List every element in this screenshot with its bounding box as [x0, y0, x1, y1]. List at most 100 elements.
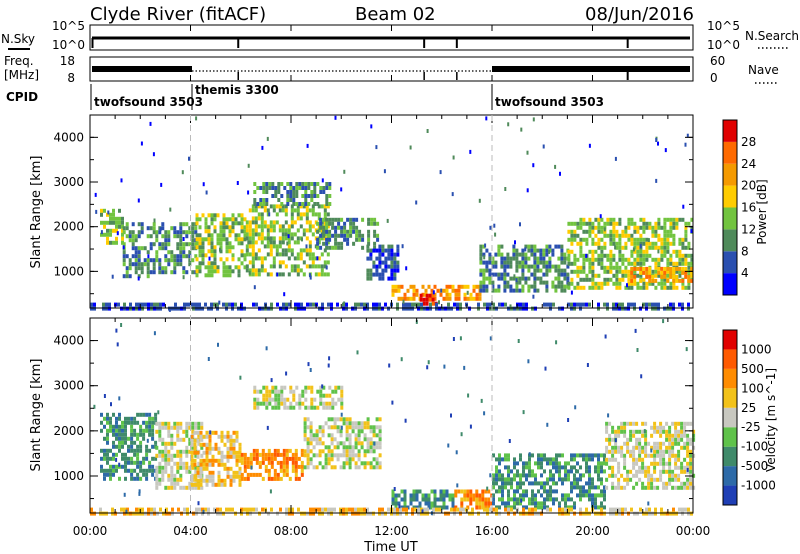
colorbar-tick-label: 1000 [741, 342, 772, 356]
echo-cell [234, 217, 238, 222]
echo-cell [363, 449, 367, 454]
echo-cell [109, 456, 112, 461]
echo-cell [255, 472, 259, 477]
power-colorbar-label: Power [dB] [755, 179, 769, 244]
echo-cell [594, 273, 598, 278]
echo-speckle [460, 432, 463, 437]
echo-cell [205, 478, 209, 483]
echo-cell [510, 469, 513, 474]
echo-cell [246, 460, 250, 465]
echo-cell [633, 241, 637, 246]
echo-cell [621, 511, 624, 516]
echo-cell [456, 507, 459, 512]
echo-cell [632, 465, 636, 470]
echo-cell [164, 453, 168, 458]
echo-cell [609, 233, 613, 238]
echo-cell [336, 453, 340, 458]
echo-cell [573, 229, 577, 234]
echo-cell [659, 441, 663, 446]
echo-cell [324, 457, 328, 462]
echo-cell [167, 250, 171, 255]
echo-cell [588, 269, 592, 274]
echo-cell [672, 217, 676, 222]
echo-cell [463, 497, 467, 502]
echo-cell [204, 221, 208, 226]
echo-cell [585, 493, 588, 498]
echo-cell [235, 462, 239, 467]
echo-cell [609, 511, 612, 516]
echo-cell [369, 511, 372, 516]
echo-cell [582, 221, 586, 226]
echo-cell [333, 453, 337, 458]
echo-cell [573, 237, 577, 242]
echo-cell [617, 425, 621, 430]
echo-cell [185, 449, 189, 454]
echo-speckle [153, 218, 156, 223]
echo-cell [289, 194, 293, 198]
colorbar-swatch [723, 273, 737, 295]
echo-cell [106, 448, 109, 453]
echo-cell [198, 306, 201, 311]
echo-cell [219, 511, 222, 516]
echo-cell [270, 460, 274, 465]
cpid-segment-1: twofsound 3503 [94, 95, 203, 109]
echo-cell [672, 241, 676, 246]
echo-cell [150, 511, 153, 516]
echo-cell [260, 204, 264, 209]
echo-cell [668, 445, 672, 450]
echo-cell [633, 511, 636, 516]
echo-cell [369, 445, 373, 450]
echo-cell [217, 458, 221, 463]
echo-cell [170, 453, 174, 458]
freq-trace-segment-1 [92, 66, 192, 72]
echo-cell [531, 306, 534, 311]
echo-cell [256, 405, 260, 410]
echo-cell [608, 457, 612, 462]
echo-cell [228, 229, 232, 234]
echo-cell [524, 252, 528, 257]
echo-cell [692, 445, 696, 450]
echo-cell [495, 489, 498, 494]
echo-cell [225, 237, 229, 242]
echo-cell [472, 497, 476, 502]
echo-cell [411, 511, 414, 516]
echo-cell [161, 449, 165, 454]
echo-cell [528, 497, 531, 502]
echo-speckle [483, 411, 486, 416]
echo-cell [482, 288, 486, 293]
echo-cell [312, 453, 316, 458]
echo-cell [582, 453, 585, 458]
echo-cell [191, 270, 195, 275]
echo-cell [485, 260, 489, 265]
echo-cell [653, 449, 657, 454]
echo-cell [636, 261, 640, 266]
echo-cell [548, 264, 552, 269]
echo-cell [597, 469, 600, 474]
echo-cell [642, 261, 646, 266]
echo-cell [397, 284, 401, 289]
echo-cell [360, 302, 363, 307]
echo-cell [615, 265, 619, 270]
echo-cell [375, 465, 379, 470]
echo-cell [521, 288, 525, 293]
echo-cell [445, 296, 449, 301]
echo-cell [310, 401, 314, 406]
echo-cell [542, 256, 546, 261]
echo-cell [164, 230, 168, 235]
echo-cell [309, 457, 313, 462]
echo-cell [303, 306, 306, 311]
echo-cell [503, 264, 507, 269]
echo-cell [251, 204, 255, 209]
echo-cell [609, 229, 613, 234]
echo-cell [185, 234, 189, 239]
echo-cell [301, 389, 305, 394]
echo-cell [594, 493, 597, 498]
echo-cell [161, 469, 165, 474]
echo-cell [141, 302, 144, 307]
echo-cell [612, 273, 616, 278]
echo-cell [167, 230, 171, 235]
echo-cell [579, 465, 582, 470]
echo-cell [103, 468, 106, 473]
echo-cell [656, 461, 660, 466]
echo-cell [308, 224, 312, 229]
